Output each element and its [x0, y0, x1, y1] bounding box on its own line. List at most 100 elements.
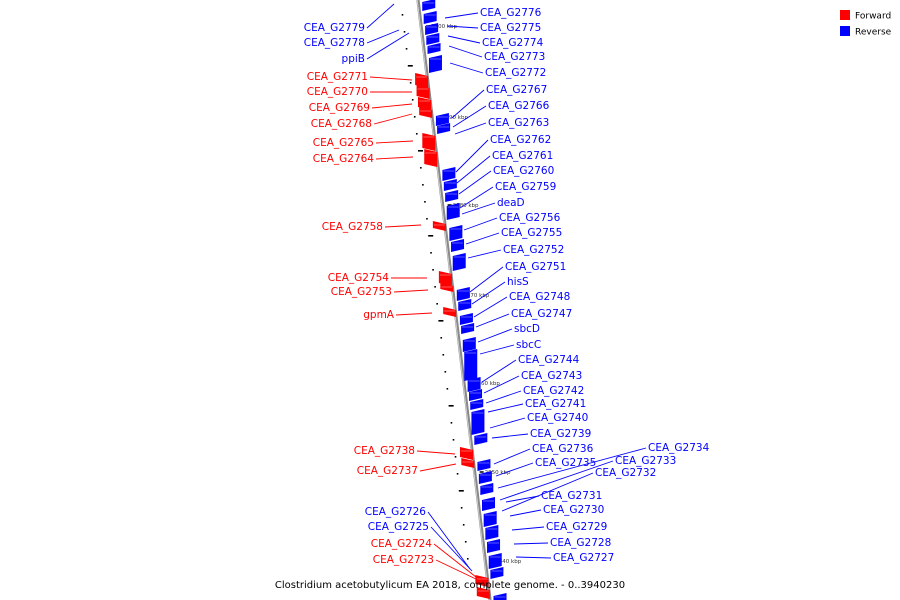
axis-tick [450, 422, 453, 424]
gene-label: CEA_G2756 [499, 212, 561, 224]
axis-tick [454, 456, 457, 458]
forward-gene-feature [440, 283, 454, 292]
label-leader-line [475, 313, 510, 328]
reverse-gene-feature [442, 167, 456, 181]
label-leader-line [427, 511, 471, 570]
gene-label: CEA_G2732 [595, 467, 656, 479]
gene-label: CEA_G2730 [543, 504, 604, 516]
legend-forward-label: Forward [855, 12, 891, 22]
gene-label: CEA_G2740 [527, 412, 588, 424]
forward-gene-feature [422, 133, 436, 151]
label-leader-line [369, 76, 413, 81]
forward-gene-feature [416, 85, 430, 99]
reverse-gene-feature [456, 287, 470, 301]
reverse-gene-feature [427, 43, 441, 54]
label-leader-line [473, 296, 508, 318]
reverse-gene-feature [467, 377, 481, 392]
axis-tick [430, 252, 432, 254]
label-leader-line [451, 89, 485, 119]
reverse-gene-feature [423, 11, 437, 24]
reverse-gene-feature [446, 203, 460, 220]
axis-tick [426, 218, 428, 220]
reverse-gene-feature [449, 225, 463, 241]
label-leader-line [459, 186, 494, 209]
label-leader-line [452, 105, 487, 128]
label-leader-line [501, 472, 594, 512]
axis-tick [424, 201, 426, 203]
forward-gene-feature [461, 458, 475, 468]
gene-label: CEA_G2759 [495, 181, 556, 193]
gene-label: CEA_G2771 [307, 71, 368, 83]
reverse-gene-feature [425, 23, 439, 35]
gene-label: CEA_G2773 [484, 51, 545, 63]
gene-label: CEA_G2724 [371, 538, 433, 550]
gene-label: CEA_G2738 [354, 445, 415, 457]
axis-tick [415, 133, 418, 135]
forward-gene-feature [460, 447, 473, 460]
reverse-gene-feature [437, 123, 451, 134]
kbp-tick-label: 2900 kbp [431, 24, 457, 30]
gene-label: CEA_G2776 [480, 7, 542, 19]
label-leader-line [471, 281, 506, 305]
reverse-gene-feature [487, 539, 501, 553]
reverse-gene-feature [474, 433, 488, 445]
label-leader-line [430, 526, 473, 572]
forward-gene-feature [419, 107, 433, 118]
forward-gene-feature [443, 307, 457, 317]
label-leader-line [393, 289, 429, 293]
axis-tick [460, 507, 463, 509]
label-leader-line [371, 103, 413, 109]
reverse-gene-feature [471, 409, 485, 435]
label-leader-line [444, 12, 479, 19]
label-leader-line [509, 509, 542, 517]
label-leader-line [433, 543, 477, 578]
label-leader-line [515, 556, 552, 559]
axis-tick [411, 99, 414, 101]
gene-label: CEA_G2767 [486, 84, 547, 96]
label-leader-line [375, 156, 414, 160]
reverse-gene-feature [480, 483, 494, 495]
gene-label: CEA_G2748 [509, 291, 570, 303]
gene-label: deaD [497, 197, 525, 209]
gene-label: CEA_G2779 [304, 22, 365, 34]
label-leader-line [446, 25, 479, 29]
reverse-gene-feature [477, 459, 491, 471]
gene-label: CEA_G2736 [532, 443, 594, 455]
reverse-gene-feature [462, 337, 476, 352]
gene-label: sbcC [516, 339, 541, 351]
label-leader-line [505, 495, 540, 503]
gene-label: CEA_G2744 [518, 354, 580, 366]
label-leader-line [419, 463, 457, 472]
axis-tick [444, 371, 447, 373]
reverse-gene-feature [490, 567, 504, 579]
gene-label: CEA_G2737 [357, 465, 418, 477]
label-leader-line [449, 62, 484, 74]
gene-label: CEA_G2727 [553, 552, 614, 564]
gene-label: CEA_G2725 [368, 521, 429, 533]
reverse-gene-feature [451, 239, 465, 252]
label-leader-line [458, 170, 492, 195]
reverse-gene-feature [488, 553, 502, 569]
axis-tick [403, 31, 406, 33]
label-leader-line [487, 403, 524, 413]
gene-labels: CEA_G2779 CEA_G2778 ppiB CEA_G2771 CEA_G2770… [304, 7, 710, 566]
label-leader-line [395, 312, 433, 316]
gene-label: CEA_G2751 [505, 261, 566, 273]
kbp-tick-label: 2860 kbp [474, 381, 500, 387]
axis-tick [405, 48, 408, 50]
gene-label: CEA_G2728 [550, 537, 611, 549]
gene-label: CEA_G2765 [313, 137, 374, 149]
axis-tick [458, 490, 464, 492]
label-leader-line [465, 232, 500, 245]
kbp-tick-label: 2870 kbp [463, 293, 489, 299]
axis-tick [420, 167, 422, 169]
gene-label: CEA_G2764 [313, 153, 375, 165]
gene-label: CEA_G2768 [311, 118, 372, 130]
gene-label: CEA_G2752 [503, 244, 564, 256]
reverse-gene-feature [443, 179, 457, 191]
gene-label: CEA_G2734 [648, 442, 710, 454]
label-leader-line [461, 202, 496, 215]
label-leader-line [513, 542, 549, 545]
label-leader-line [491, 433, 529, 439]
